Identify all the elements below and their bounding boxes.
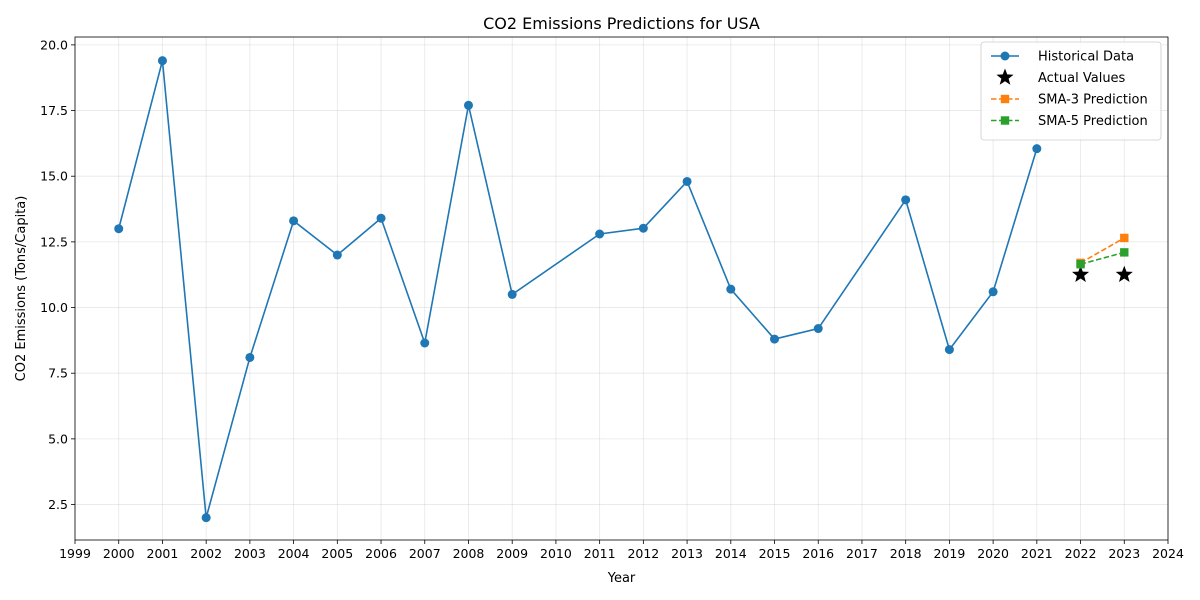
y-tick-label: 7.5 [48,366,68,381]
x-tick-label: 2008 [453,546,485,561]
actual-values-point [1072,265,1090,282]
historical-data-line [117,60,1038,518]
y-tick-label: 20.0 [40,37,68,52]
x-tick-label: 2005 [321,546,353,561]
historical-data-point [813,324,823,334]
historical-data-point [289,216,299,226]
historical-data-point [944,345,954,355]
axis-ticks: 1999 2000 2001 2002 2003 2004 2005 2006 2007 2008… [40,37,1184,561]
legend-actual-values-label: Actual Values [1038,71,1126,86]
y-axis-label: CO2 Emissions (Tons/Capita) [14,196,29,382]
historical-data-point [770,334,780,344]
sma-3-prediction-line [1080,237,1125,264]
x-tick-label: 2021 [1021,546,1053,561]
historical-data-point [245,352,255,362]
y-tick-label: 10.0 [40,300,68,315]
x-tick-label: 2013 [671,546,703,561]
actual-values-point [1115,265,1133,282]
historical-data-point [682,176,692,186]
x-tick-label: 2006 [365,546,397,561]
legend-sma-5-prediction-label: SMA-5 Prediction [1038,114,1148,129]
historical-data-point [595,229,605,239]
historical-data-point [726,284,736,294]
legend-historical-data-marker [1000,51,1010,61]
legend: Historical Data Actual Values SMA-3 Predic… [980,41,1162,141]
x-tick-label: 2009 [496,546,528,561]
historical-data-point [157,56,167,66]
x-tick-label: 2010 [540,546,572,561]
x-tick-label: 2017 [846,546,878,561]
axes-frame [74,36,1169,541]
x-axis-label: Year [607,571,636,586]
historical-data-point [638,223,648,233]
legend-sma-3-prediction-marker [1000,94,1010,104]
sma-5-prediction-point [1120,248,1129,257]
plot-area [114,56,1133,523]
historical-data-point [332,250,342,260]
x-tick-label: 2011 [584,546,616,561]
historical-data-point [507,289,517,299]
x-tick-label: 2002 [190,546,222,561]
historical-data-point [463,100,473,110]
y-tick-label: 2.5 [48,497,68,512]
historical-data-point [376,213,386,223]
x-tick-label: 2019 [933,546,965,561]
x-tick-label: 2020 [977,546,1009,561]
y-tick-label: 5.0 [48,431,68,446]
historical-data-point [901,195,911,205]
y-tick-label: 15.0 [40,169,68,184]
historical-data-point [420,338,430,348]
y-tick-label: 17.5 [40,103,68,118]
historical-data-point [201,513,211,523]
sma-5-prediction-point [1076,260,1085,269]
x-tick-label: 2022 [1065,546,1097,561]
x-tick-label: 2015 [759,546,791,561]
legend-sma-3-prediction-label: SMA-3 Prediction [1038,93,1148,108]
legend-historical-data-label: Historical Data [1038,50,1134,65]
x-tick-label: 2007 [409,546,441,561]
grid [74,37,1169,540]
y-tick-label: 12.5 [40,234,68,249]
x-tick-label: 2023 [1108,546,1140,561]
historical-data-point [988,287,998,297]
sma-5-prediction-line [1080,251,1125,265]
x-tick-label: 2014 [715,546,747,561]
chart-title: CO2 Emissions Predictions for USA [483,14,760,33]
x-tick-label: 2001 [147,546,179,561]
x-tick-label: 1999 [59,546,91,561]
sma-3-prediction-point [1120,233,1129,243]
x-tick-label: 2012 [627,546,659,561]
historical-data-point [1032,144,1042,154]
legend-box [980,41,1162,141]
x-tick-label: 2018 [890,546,922,561]
legend-actual-values-marker [996,68,1014,85]
x-tick-label: 2000 [103,546,135,561]
x-tick-label: 2024 [1152,546,1184,561]
legend-sma-5-prediction-marker [1000,116,1010,125]
x-tick-label: 2016 [802,546,834,561]
x-tick-label: 2003 [234,546,266,561]
x-tick-label: 2004 [278,546,310,561]
historical-data-point [114,224,124,234]
